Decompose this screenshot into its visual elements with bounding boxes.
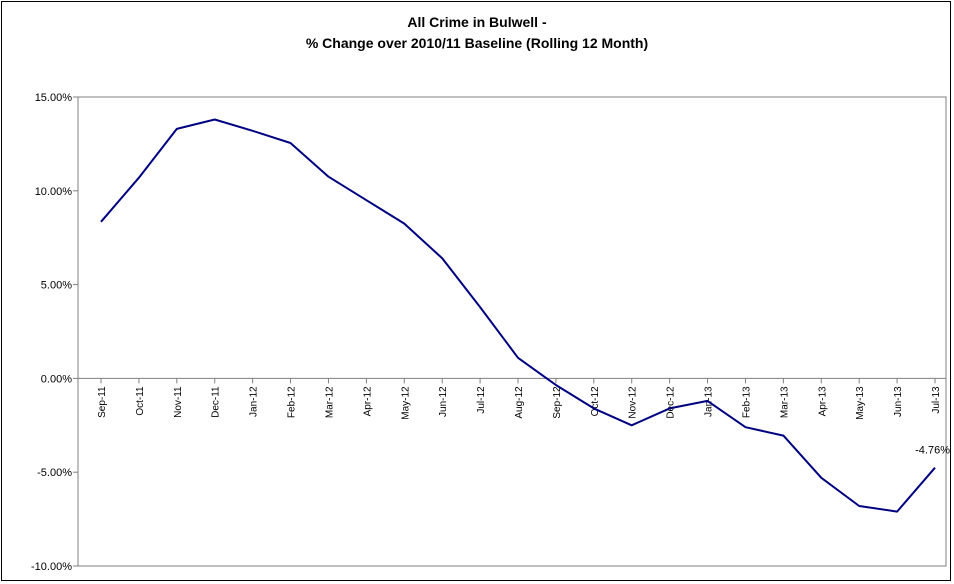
series-line [100,118,936,513]
y-tick-label: 5.00% [41,280,72,292]
x-tick-label: Dec-12 [666,386,677,419]
x-tick-label: Oct-11 [135,386,146,416]
y-tick-label: -10.00% [31,561,72,573]
x-tick-label: Dec-11 [211,386,222,418]
y-tick-label: 10.00% [35,186,73,198]
y-axis: 15.00% 10.00% 5.00% 0.00% -5.00% -10.00% [31,92,79,573]
x-tick-label: Apr-12 [362,386,373,416]
plot-area [77,96,947,567]
data-label: -4.76% [915,445,950,457]
x-tick-label: May-13 [855,386,866,420]
x-tick-label: Sep-12 [552,386,563,419]
x-tick-label: Jun-12 [438,386,449,417]
x-tick-label: Apr-13 [817,386,828,416]
chart-subtitle: % Change over 2010/11 Baseline (Rolling … [306,35,648,51]
x-tick-label: Jan-12 [249,386,260,417]
x-tick-label: Mar-12 [324,386,335,418]
y-tick-label: -5.00% [37,467,72,479]
x-tick-label: Feb-13 [741,386,752,418]
y-tick-label: 0.00% [41,373,72,385]
chart-title: All Crime in Bulwell - [407,14,547,30]
x-tick-label: Jul-13 [931,386,942,414]
x-tick-label: May-12 [400,386,411,420]
x-tick-label: Nov-11 [173,386,184,418]
x-tick-label: Nov-12 [628,386,639,419]
data-labels: -4.76% [915,445,950,457]
x-tick-label: Jun-13 [893,386,904,417]
x-tick-label: Sep-11 [97,386,108,418]
series-layer [100,118,936,513]
x-tick-label: Feb-12 [287,386,298,418]
x-tick-label: Jul-12 [476,386,487,414]
y-tick-label: 15.00% [35,92,73,104]
x-tick-label: Mar-13 [779,386,790,418]
x-tick-label: Oct-12 [590,386,601,416]
x-tick-label: Aug-12 [514,386,525,419]
